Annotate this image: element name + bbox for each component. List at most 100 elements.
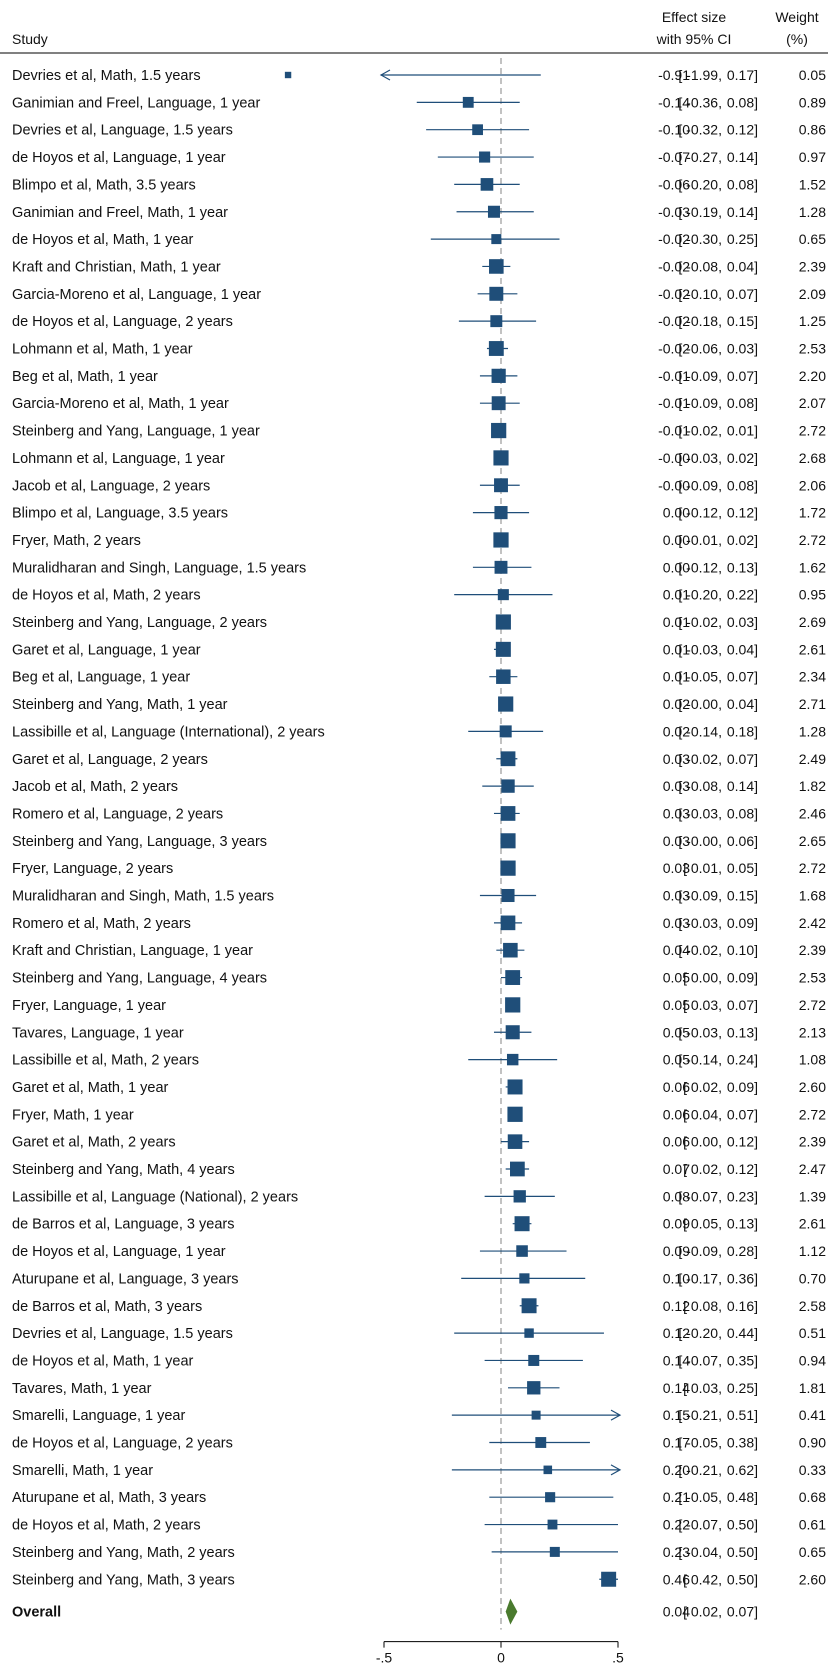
weight-box [494, 506, 508, 520]
study-label: Fryer, Language, 1 year [12, 998, 166, 1014]
table-row: Muralidharan and Singh, Math, 1.5 years 0… [12, 888, 826, 905]
ci-lower: [ -0.21, [678, 1462, 722, 1478]
weight-box [505, 970, 521, 985]
table-row: Steinberg and Yang, Language, 4 years 0.0… [12, 970, 826, 987]
weight-box [524, 1328, 534, 1338]
study-label: Garet et al, Language, 1 year [12, 642, 201, 658]
weight-value: 1.81 [799, 1380, 826, 1396]
weight-box [507, 1106, 523, 1122]
ci-upper: 0.08] [727, 477, 758, 493]
ci-upper: 0.14] [727, 204, 758, 220]
study-label: Fryer, Math, 1 year [12, 1107, 134, 1123]
effect-size: 0.23 [663, 1544, 690, 1560]
weight-value: 0.94 [799, 1352, 826, 1368]
ci-upper: 0.14] [727, 778, 758, 794]
ci-lower: [ -0.14, [678, 1052, 722, 1068]
ci-upper: 0.08] [727, 176, 758, 192]
ci-upper: 0.02] [727, 532, 758, 548]
weight-box [491, 422, 507, 439]
ci-upper: 0.13] [727, 1216, 758, 1232]
weight-box [528, 1354, 540, 1366]
ci-upper: 0.07] [727, 669, 758, 685]
weight-value: 0.61 [799, 1517, 826, 1533]
table-row: Lassibille et al, Language (Internationa… [12, 723, 826, 740]
ci-upper: 0.08] [727, 94, 758, 110]
ci-upper: 0.62] [727, 1462, 758, 1478]
effect-size: 0.06 [663, 1106, 690, 1122]
weight-value: 2.53 [799, 341, 826, 357]
study-label: Devries et al, Language, 1.5 years [12, 1326, 233, 1342]
ci-lower: [ 0.03, [683, 1380, 722, 1396]
ci-upper: 0.12] [727, 122, 758, 138]
study-label: Tavares, Math, 1 year [12, 1381, 152, 1397]
study-label: Ganimian and Freel, Language, 1 year [12, 95, 260, 111]
table-row: Garet et al, Language, 1 year 0.01[ -0.03… [12, 641, 826, 658]
table-row: Steinberg and Yang, Math, 4 years 0.07[ 0… [12, 1161, 826, 1178]
weight-box [505, 1025, 520, 1040]
study-label: de Barros et al, Math, 3 years [12, 1299, 202, 1315]
ci-lower: [ -0.00, [678, 833, 722, 849]
ci-upper: 0.03] [727, 614, 758, 630]
study-label: Steinberg and Yang, Math, 4 years [12, 1162, 235, 1178]
table-row: de Hoyos et al, Math, 1 year 0.14[ -0.07,… [12, 1352, 826, 1369]
weight-value: 2.60 [799, 1571, 826, 1587]
weight-value: 0.70 [799, 1270, 826, 1286]
weight-value: 0.41 [799, 1407, 826, 1423]
study-label: de Hoyos et al, Language, 1 year [12, 150, 226, 166]
table-row: Lohmann et al, Language, 1 year -0.00[ -0… [12, 450, 826, 467]
effect-size: 0.06 [663, 1079, 690, 1095]
ci-upper: 0.04] [727, 696, 758, 712]
study-label: Aturupane et al, Language, 3 years [12, 1271, 239, 1287]
study-label: Lassibille et al, Language (Internationa… [12, 724, 325, 740]
ci-lower: [ 0.02, [683, 1161, 722, 1177]
weight-value: 2.72 [799, 1106, 826, 1122]
ci-upper: 0.28] [727, 1243, 758, 1259]
weight-box [505, 997, 521, 1013]
table-row: Muralidharan and Singh, Language, 1.5 ye… [12, 559, 826, 576]
effect-size: 0.14 [663, 1380, 690, 1396]
weight-box [500, 915, 516, 931]
weight-box [500, 751, 516, 767]
table-row: de Barros et al, Language, 3 years 0.09[ … [12, 1216, 826, 1233]
ci-upper: 0.04] [727, 258, 758, 274]
weight-value: 2.72 [799, 423, 826, 439]
weight-value: 0.95 [799, 587, 826, 603]
effect-size: 0.03 [663, 778, 690, 794]
effect-size: 0.46 [663, 1571, 690, 1587]
study-label: Steinberg and Yang, Language, 2 years [12, 615, 267, 631]
ci-upper: 0.13] [727, 1024, 758, 1040]
ci-upper: 0.44] [727, 1325, 758, 1341]
table-row: Lohmann et al, Math, 1 year -0.02[ -0.06,… [12, 341, 826, 358]
weight-box [503, 942, 518, 958]
ci-lower: [ 0.03, [683, 997, 722, 1013]
weight-box [535, 1437, 547, 1448]
study-label: Lohmann et al, Language, 1 year [12, 451, 225, 467]
effect-size: 0.08 [663, 1188, 690, 1204]
study-label: Lassibille et al, Language (National), 2… [12, 1189, 298, 1205]
effect-size: -0.02 [658, 258, 690, 274]
weight-box [493, 532, 509, 548]
weight-box [497, 589, 509, 601]
weight-value: 2.58 [799, 1298, 826, 1314]
effect-size: 0.01 [663, 587, 690, 603]
table-row: Steinberg and Yang, Language, 2 years 0.0… [12, 614, 826, 631]
ci-lower: [ -0.21, [678, 1407, 722, 1423]
weight-box [494, 560, 508, 574]
table-row: Aturupane et al, Language, 3 years 0.10[ … [12, 1270, 826, 1287]
ci-upper: 0.09] [727, 970, 758, 986]
weight-value: 0.68 [799, 1489, 826, 1505]
ci-lower: [ -0.36, [678, 94, 722, 110]
weight-value: 0.90 [799, 1435, 826, 1451]
effect-size: -0.02 [658, 286, 690, 302]
study-label: Muralidharan and Singh, Math, 1.5 years [12, 889, 274, 905]
weight-value: 0.86 [799, 122, 826, 138]
weight-box [519, 1273, 530, 1284]
study-label: Ganimian and Freel, Math, 1 year [12, 205, 228, 221]
overall-diamond [505, 1598, 518, 1625]
ci-lower: [ -0.02, [678, 942, 722, 958]
ci-upper: 0.09] [727, 1079, 758, 1095]
weight-box [487, 205, 500, 218]
weight-box [490, 315, 503, 328]
weight-box [500, 833, 516, 849]
study-label: de Hoyos et al, Language, 2 years [12, 314, 233, 330]
